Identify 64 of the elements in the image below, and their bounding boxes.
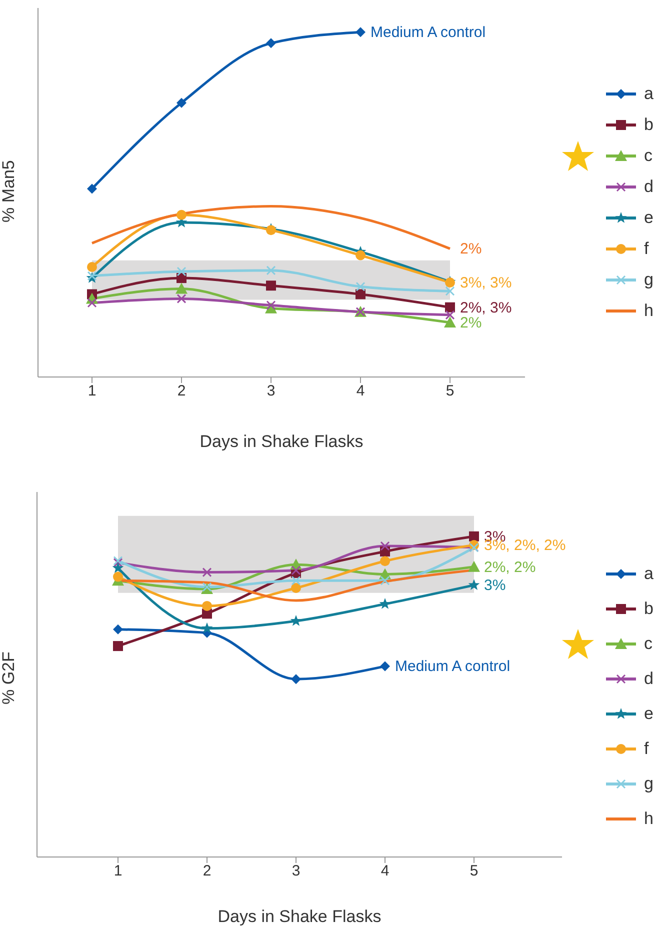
- legend-label: c: [644, 146, 652, 166]
- legend-label: e: [644, 208, 654, 228]
- point: [290, 615, 302, 626]
- point: [444, 316, 456, 328]
- legend-label: f: [644, 238, 649, 258]
- point: [291, 583, 301, 594]
- x-axis-title: Days in Shake Flasks: [218, 907, 382, 926]
- x-tick-label: 5: [446, 382, 454, 400]
- legend-label: a: [644, 84, 654, 104]
- y-axis-title: % G2F: [0, 652, 18, 704]
- x-tick-label: 5: [470, 862, 478, 880]
- annotation: 3%, 3%: [460, 274, 512, 292]
- point: [291, 674, 301, 684]
- annotation: 3%: [484, 577, 506, 594]
- legend-label: h: [644, 300, 654, 320]
- x-axis-title: Days in Shake Flasks: [200, 432, 364, 451]
- annotation: 2%, 3%: [460, 299, 512, 316]
- point: [202, 600, 212, 611]
- annotation: 2%: [460, 314, 482, 332]
- x-tick-label: 1: [88, 382, 96, 400]
- point: [176, 210, 186, 220]
- point: [468, 579, 480, 590]
- x-tick-label: 3: [266, 382, 276, 400]
- point: [266, 280, 276, 291]
- point: [176, 98, 186, 108]
- x-tick-label: 2: [202, 862, 212, 880]
- legend-label: h: [644, 808, 654, 828]
- point: [380, 661, 390, 672]
- point: [356, 250, 366, 260]
- point: [87, 184, 97, 194]
- legend-label: d: [644, 176, 654, 196]
- point: [266, 38, 276, 48]
- point: [87, 262, 97, 272]
- x-tick-label: 1: [114, 862, 122, 880]
- legend-label: b: [644, 598, 654, 618]
- point: [113, 624, 123, 634]
- point: [112, 562, 124, 573]
- legend-label: e: [644, 704, 654, 724]
- point: [113, 572, 123, 582]
- annotation: 2%, 2%: [484, 558, 536, 576]
- y-axis-title: % Man5: [0, 160, 18, 222]
- x-tick-label: 4: [380, 862, 390, 880]
- point: [113, 641, 123, 652]
- legend-label: g: [644, 270, 654, 290]
- point: [201, 622, 213, 634]
- legend-label: b: [644, 114, 654, 134]
- legend-label: f: [644, 738, 649, 758]
- annotation: 2%: [460, 240, 482, 258]
- annotation: Medium A control: [370, 24, 486, 42]
- point: [176, 282, 188, 294]
- point: [356, 289, 366, 300]
- point: [380, 556, 390, 566]
- point: [356, 27, 366, 38]
- legend-label: a: [644, 564, 654, 584]
- point: [468, 560, 480, 572]
- legend-label: c: [644, 634, 652, 654]
- legend-label: d: [644, 668, 654, 688]
- x-tick-label: 4: [356, 382, 365, 400]
- x-tick-label: 3: [292, 862, 300, 880]
- point: [445, 302, 455, 312]
- legend-label: g: [644, 774, 654, 794]
- annotation: Medium A control: [395, 658, 510, 676]
- point: [469, 531, 479, 542]
- x-tick-label: 2: [177, 382, 186, 400]
